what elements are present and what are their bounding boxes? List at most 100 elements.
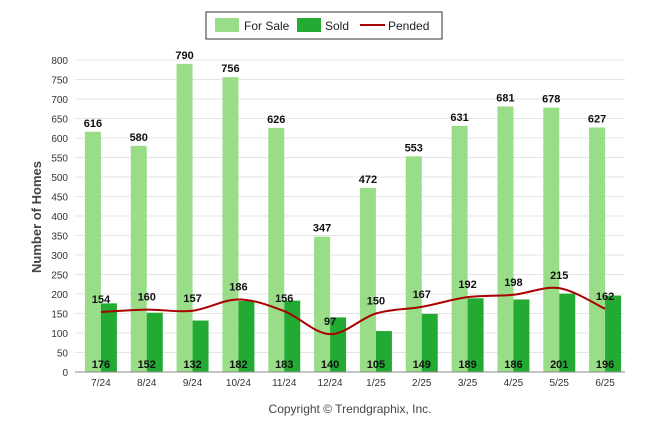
data-labels: 616 176 7/24 580 152 8/24 790 132 9/24 756 182 10/2… bbox=[84, 50, 616, 389]
pended-value-label: 156 bbox=[275, 293, 293, 305]
bar-sold bbox=[238, 301, 255, 372]
sold-value-label: 189 bbox=[458, 359, 476, 371]
sold-value-label: 105 bbox=[367, 359, 385, 371]
y-tick-label: 200 bbox=[51, 290, 68, 301]
bar-for-sale bbox=[451, 125, 468, 372]
sold-value-label: 183 bbox=[275, 359, 293, 371]
y-tick-label: 50 bbox=[57, 349, 69, 360]
pended-value-label: 186 bbox=[229, 281, 247, 293]
y-tick-label: 300 bbox=[51, 251, 68, 262]
y-tick-label: 150 bbox=[51, 310, 68, 321]
for-sale-value-label: 678 bbox=[542, 94, 560, 106]
y-tick-label: 750 bbox=[51, 76, 68, 87]
grid bbox=[75, 59, 625, 373]
for-sale-value-label: 626 bbox=[267, 114, 285, 126]
y-tick-label: 400 bbox=[51, 212, 68, 223]
bar-sold bbox=[559, 293, 576, 372]
copyright-text: Copyright © Trendgraphix, Inc. bbox=[269, 402, 432, 416]
x-tick-label: 8/24 bbox=[137, 378, 157, 389]
legend-label-pended: Pended bbox=[388, 19, 429, 33]
pended-value-label: 215 bbox=[550, 270, 568, 282]
for-sale-value-label: 756 bbox=[221, 63, 239, 75]
for-sale-value-label: 631 bbox=[450, 112, 468, 124]
for-sale-value-label: 616 bbox=[84, 118, 102, 130]
legend: For Sale Sold Pended bbox=[205, 11, 443, 40]
bar-for-sale bbox=[543, 107, 560, 372]
y-tick-label: 100 bbox=[51, 329, 68, 340]
legend-box bbox=[205, 11, 443, 40]
bar-sold bbox=[605, 295, 622, 372]
y-axis-label: Number of Homes bbox=[29, 161, 44, 273]
x-tick-label: 10/24 bbox=[226, 378, 251, 389]
bar-for-sale bbox=[130, 145, 147, 372]
pended-line bbox=[100, 286, 606, 336]
pended-value-label: 167 bbox=[413, 289, 431, 301]
sold-value-label: 140 bbox=[321, 359, 339, 371]
y-tick-label: 250 bbox=[51, 271, 68, 282]
for-sale-value-label: 580 bbox=[130, 132, 148, 144]
bar-for-sale bbox=[176, 63, 193, 373]
x-tick-label: 11/24 bbox=[272, 378, 297, 389]
x-tick-label: 5/25 bbox=[550, 378, 570, 389]
for-sale-value-label: 347 bbox=[313, 223, 331, 235]
pended-value-label: 198 bbox=[504, 277, 522, 289]
x-tick-label: 7/24 bbox=[91, 378, 111, 389]
bar-for-sale bbox=[222, 77, 239, 372]
sold-value-label: 152 bbox=[138, 359, 156, 371]
y-tick-label: 650 bbox=[51, 115, 68, 126]
y-tick-label: 500 bbox=[51, 173, 68, 184]
bar-for-sale bbox=[314, 236, 331, 372]
pended-value-label: 160 bbox=[138, 292, 156, 304]
pended-value-label: 157 bbox=[183, 293, 201, 305]
pended-line-group bbox=[100, 286, 606, 336]
x-tick-label: 6/25 bbox=[595, 378, 615, 389]
sold-value-label: 196 bbox=[596, 359, 614, 371]
for-sale-value-label: 472 bbox=[359, 174, 377, 186]
legend-swatch-sold bbox=[297, 18, 321, 32]
sold-value-label: 201 bbox=[550, 359, 568, 371]
x-tick-label: 12/24 bbox=[318, 378, 343, 389]
x-tick-label: 2/25 bbox=[412, 378, 432, 389]
x-tick-label: 4/25 bbox=[504, 378, 524, 389]
bar-sold bbox=[192, 320, 209, 372]
legend-label-for-sale: For Sale bbox=[244, 19, 290, 33]
x-tick-label: 3/25 bbox=[458, 378, 478, 389]
axes: 0 50 100 150 200 250 300 350 400 450 500 550 600 650 7… bbox=[51, 56, 625, 379]
for-sale-value-label: 681 bbox=[496, 92, 514, 104]
x-tick-label: 9/24 bbox=[183, 378, 203, 389]
sold-value-label: 132 bbox=[183, 359, 201, 371]
pended-value-label: 162 bbox=[596, 291, 614, 303]
bar-for-sale bbox=[497, 106, 514, 372]
y-tick-label: 600 bbox=[51, 134, 68, 145]
sold-value-label: 182 bbox=[229, 359, 247, 371]
bar-sold bbox=[146, 312, 163, 372]
y-tick-label: 700 bbox=[51, 95, 68, 106]
pended-value-label: 97 bbox=[324, 316, 336, 328]
bar-sold bbox=[375, 331, 392, 372]
legend-swatch-for-sale bbox=[215, 18, 239, 32]
y-tick-label: 350 bbox=[51, 232, 68, 243]
bar-sold bbox=[421, 313, 438, 372]
pended-value-label: 192 bbox=[458, 279, 476, 291]
sold-value-label: 149 bbox=[413, 359, 431, 371]
bar-sold bbox=[100, 303, 117, 372]
y-tick-label: 450 bbox=[51, 193, 68, 204]
x-tick-label: 1/25 bbox=[366, 378, 386, 389]
bar-for-sale bbox=[405, 156, 422, 372]
for-sale-value-label: 553 bbox=[405, 142, 423, 154]
y-tick-label: 550 bbox=[51, 154, 68, 165]
y-tick-label: 800 bbox=[51, 56, 68, 67]
bar-sold bbox=[513, 299, 530, 372]
sold-value-label: 186 bbox=[504, 359, 522, 371]
bar-for-sale bbox=[589, 127, 606, 372]
y-tick-label: 0 bbox=[62, 368, 68, 379]
pended-value-label: 154 bbox=[92, 294, 111, 306]
bar-sold bbox=[467, 298, 484, 372]
bar-for-sale bbox=[84, 131, 101, 372]
legend-label-sold: Sold bbox=[325, 19, 349, 33]
bars bbox=[84, 63, 622, 373]
bar-for-sale bbox=[268, 127, 285, 372]
for-sale-value-label: 627 bbox=[588, 113, 606, 125]
bar-for-sale bbox=[359, 187, 376, 372]
